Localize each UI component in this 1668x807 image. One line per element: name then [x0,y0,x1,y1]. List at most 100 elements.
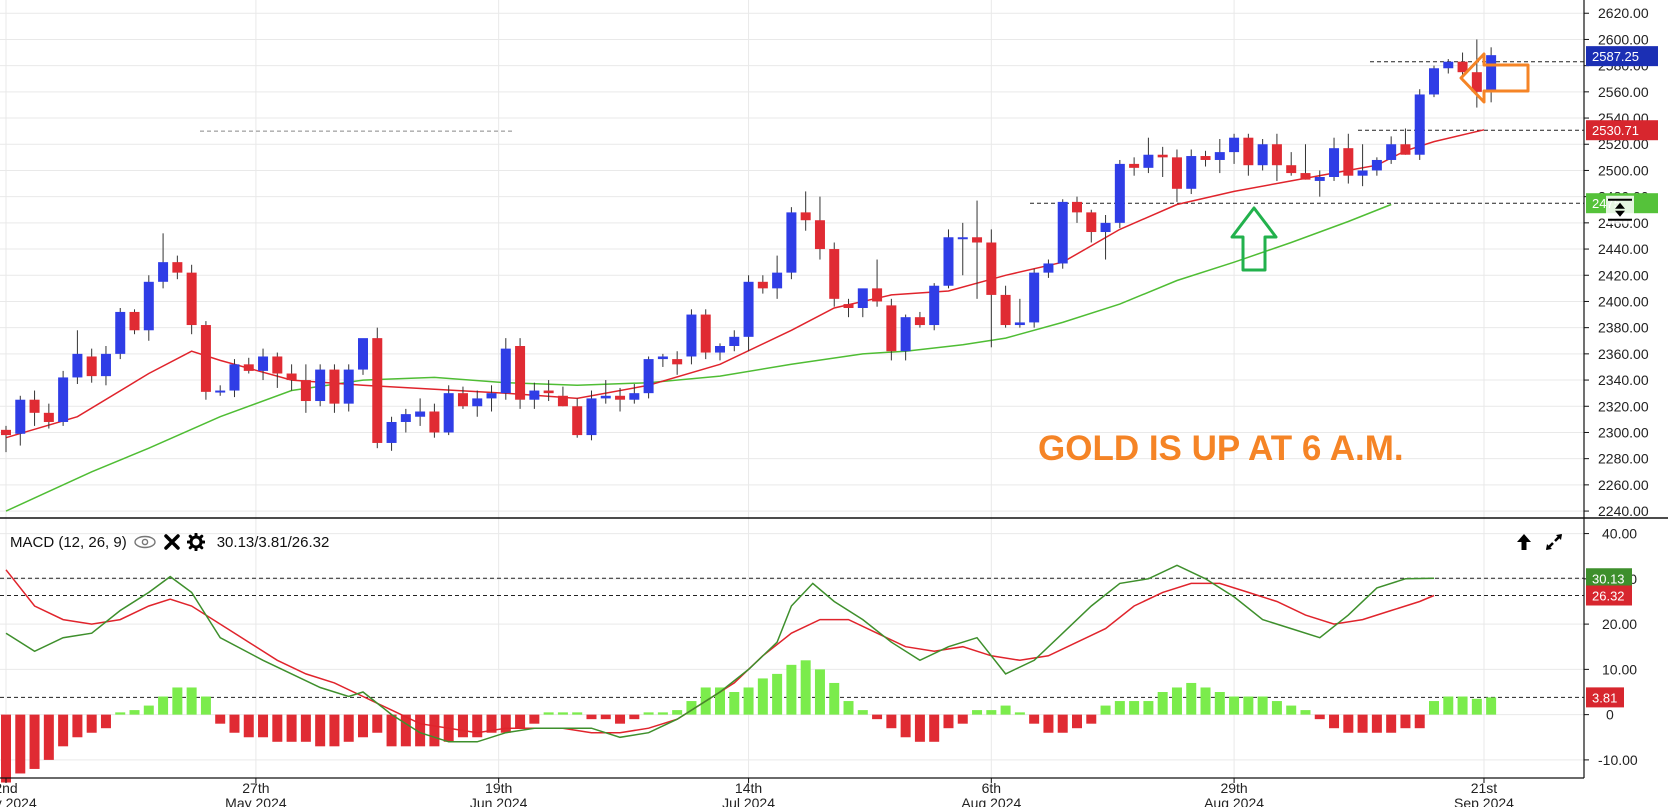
macd-histogram-bar [215,714,226,724]
candle-body [1114,163,1125,223]
hist-value-tag-label: 3.81 [1592,690,1617,705]
candle-body [1229,137,1240,153]
candle-body [1200,156,1211,160]
candle-body [914,317,925,326]
macd-histogram-bar [386,714,397,747]
candle-body [1329,148,1340,177]
candle-body [943,237,954,286]
ma-fast-tag-label: 2530.71 [1592,123,1639,138]
macd-histogram-bar [143,705,154,715]
macd-histogram-bar [715,687,725,715]
candle-body [1414,94,1425,155]
price-tick-label: 2420.00 [1598,267,1649,283]
left-arrow-icon [1459,52,1530,104]
candle-body [1214,152,1225,160]
macd-histogram-bar [1243,696,1254,715]
candle-body [872,288,883,302]
macd-histogram-bar [86,714,97,733]
macd-histogram-bar [743,687,754,715]
macd-histogram-bar [343,714,354,742]
price-tick-label: 2320.00 [1598,398,1649,414]
macd-panel[interactable] [0,564,1584,783]
candle-body [143,281,154,331]
price-tick-label: 2440.00 [1598,241,1649,257]
price-panel[interactable] [1,39,1584,512]
candle-body [1286,165,1297,174]
gear-icon[interactable] [186,533,205,551]
macd-histogram-bar [1400,714,1411,729]
macd-histogram-bar [972,710,983,715]
candle-body [1043,263,1054,273]
up-arrow-icon [1230,206,1278,272]
resize-icon[interactable] [1544,533,1564,554]
signal-value-tag: 26.32 [1586,585,1632,606]
macd-histogram-bar [843,701,854,715]
candle-body [457,393,468,407]
macd-histogram-bar [129,710,140,715]
macd-histogram-bar [1443,696,1454,715]
x-tick-day: 6th [982,780,1001,796]
x-tick-day: 2nd [0,780,18,796]
macd-histogram-bar [657,712,668,715]
macd-histogram-bar [200,696,211,715]
indicator-values: 30.13/3.81/26.32 [216,533,330,551]
candle-body [786,212,797,273]
macd-histogram-bar [58,714,69,747]
x-tick-month: Aug 2024 [1204,795,1264,807]
candle-body [643,359,654,394]
macd-histogram-bar [1057,714,1068,733]
candle-body [158,262,169,282]
price-tick-label: 2260.00 [1598,477,1649,493]
candle-body [757,281,768,289]
candle-body [1014,322,1025,326]
macd-histogram-bar [1,714,11,783]
candle-body [1443,61,1454,69]
close-icon[interactable] [163,533,181,551]
macd-histogram-bar [1000,705,1011,715]
candle-body [172,262,183,273]
price-tick-label: 2340.00 [1598,372,1649,388]
candle-body [543,390,554,394]
price-tick-label: 2620.00 [1598,5,1649,21]
macd-histogram-bar [729,692,740,715]
candle-body [972,237,983,243]
candle-body [629,393,640,400]
candle-body [500,348,511,394]
macd-histogram-bar [272,714,283,742]
candle-body [900,317,911,352]
ma-slow-line [5,203,1392,512]
macd-histogram-bar [1200,687,1211,715]
candle-body [1086,212,1097,233]
macd-histogram-bar [786,664,797,715]
macd-histogram-bar [1214,692,1225,715]
candle-body [315,369,326,402]
candle-body [72,353,83,378]
candle-body [1243,137,1254,166]
macd-histogram-bar [1386,714,1397,733]
macd-value-tag-label: 30.13 [1592,571,1625,586]
macd-histogram-bar [1343,714,1354,733]
eye-icon[interactable] [133,535,157,549]
macd-histogram-bar [229,714,240,733]
macd-histogram-bar [500,714,511,733]
candle-body [1072,201,1082,213]
candle-body [857,288,868,309]
candle-body [1300,173,1311,180]
macd-histogram-bar [1014,712,1025,715]
last-price-tag: 2587.25 [1586,46,1658,67]
signal-value-tag-bg [1586,585,1632,606]
macd-histogram-bar [772,673,783,715]
macd-histogram-bar [872,714,883,720]
macd-histogram-bar [358,714,368,738]
candle-body [843,304,854,309]
candle-body [886,305,897,352]
candle-body [772,272,783,289]
macd-histogram-bar [800,660,811,715]
arrow-up-icon[interactable] [1516,533,1532,554]
candle-body [800,212,811,221]
macd-histogram-bar [643,712,654,715]
macd-line [5,564,1435,743]
candle-body [229,364,240,391]
